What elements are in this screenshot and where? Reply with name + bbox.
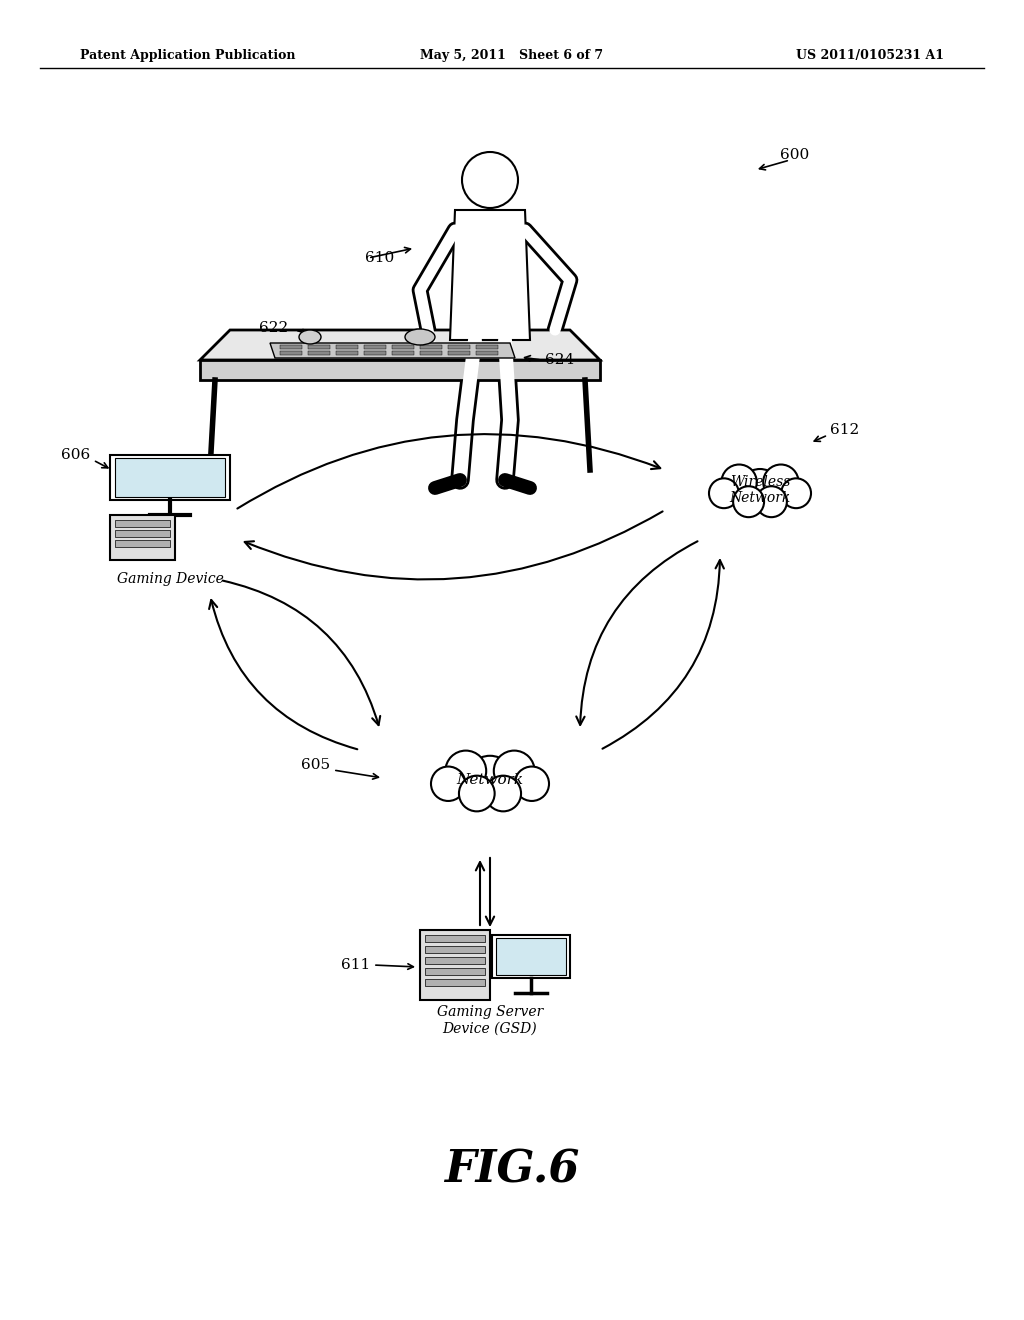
Circle shape — [709, 478, 739, 508]
FancyArrowPatch shape — [577, 541, 697, 725]
Circle shape — [494, 751, 535, 792]
Circle shape — [466, 756, 514, 804]
Circle shape — [485, 776, 521, 812]
Circle shape — [459, 776, 495, 812]
Polygon shape — [449, 345, 470, 348]
Polygon shape — [425, 968, 485, 975]
Circle shape — [756, 486, 786, 517]
Polygon shape — [476, 345, 498, 348]
Circle shape — [445, 751, 486, 792]
Circle shape — [462, 152, 518, 209]
Text: Wireless
Network: Wireless Network — [729, 475, 791, 506]
Polygon shape — [115, 458, 225, 498]
Text: Patent Application Publication: Patent Application Publication — [80, 49, 296, 62]
Polygon shape — [450, 210, 530, 341]
Polygon shape — [425, 935, 485, 942]
Polygon shape — [308, 351, 330, 355]
Circle shape — [515, 767, 549, 801]
FancyArrowPatch shape — [222, 581, 380, 725]
Text: 600: 600 — [780, 148, 809, 162]
Polygon shape — [110, 455, 230, 500]
FancyArrowPatch shape — [602, 560, 724, 748]
Polygon shape — [364, 345, 386, 348]
Polygon shape — [420, 351, 442, 355]
Circle shape — [781, 478, 811, 508]
Text: Gaming Server
Device (GSD): Gaming Server Device (GSD) — [437, 1005, 543, 1035]
Polygon shape — [308, 345, 330, 348]
Polygon shape — [420, 931, 490, 1001]
Polygon shape — [270, 343, 515, 358]
Text: 610: 610 — [365, 251, 394, 265]
Ellipse shape — [406, 329, 435, 345]
Polygon shape — [420, 345, 442, 348]
Circle shape — [733, 486, 764, 517]
Text: Gaming Device: Gaming Device — [117, 572, 223, 586]
Text: US 2011/0105231 A1: US 2011/0105231 A1 — [796, 49, 944, 62]
Polygon shape — [115, 520, 170, 527]
Text: 611: 611 — [341, 958, 370, 972]
Polygon shape — [115, 531, 170, 537]
Ellipse shape — [299, 330, 321, 345]
FancyArrowPatch shape — [238, 434, 660, 508]
Polygon shape — [492, 935, 570, 978]
Text: Network: Network — [457, 774, 523, 787]
Polygon shape — [200, 330, 600, 360]
Polygon shape — [392, 345, 414, 348]
Circle shape — [722, 465, 757, 500]
Polygon shape — [364, 351, 386, 355]
Polygon shape — [425, 979, 485, 986]
FancyArrowPatch shape — [245, 511, 663, 579]
FancyArrowPatch shape — [209, 601, 357, 750]
Polygon shape — [280, 351, 302, 355]
Text: 622: 622 — [259, 321, 288, 335]
Text: 606: 606 — [60, 447, 90, 462]
Text: 612: 612 — [830, 422, 859, 437]
Text: 605: 605 — [301, 758, 330, 772]
Circle shape — [431, 767, 466, 801]
Polygon shape — [449, 351, 470, 355]
Polygon shape — [392, 351, 414, 355]
Circle shape — [739, 469, 781, 511]
Polygon shape — [280, 345, 302, 348]
Polygon shape — [425, 957, 485, 964]
Text: FIG.6: FIG.6 — [444, 1148, 580, 1192]
Polygon shape — [476, 351, 498, 355]
Polygon shape — [115, 540, 170, 546]
Polygon shape — [425, 946, 485, 953]
Polygon shape — [496, 939, 566, 975]
Circle shape — [763, 465, 799, 500]
Text: May 5, 2011   Sheet 6 of 7: May 5, 2011 Sheet 6 of 7 — [421, 49, 603, 62]
Polygon shape — [336, 351, 358, 355]
Polygon shape — [336, 345, 358, 348]
Polygon shape — [110, 515, 175, 560]
FancyArrowPatch shape — [485, 858, 495, 925]
Text: 624: 624 — [545, 352, 574, 367]
Polygon shape — [200, 360, 600, 380]
FancyArrowPatch shape — [476, 862, 484, 925]
